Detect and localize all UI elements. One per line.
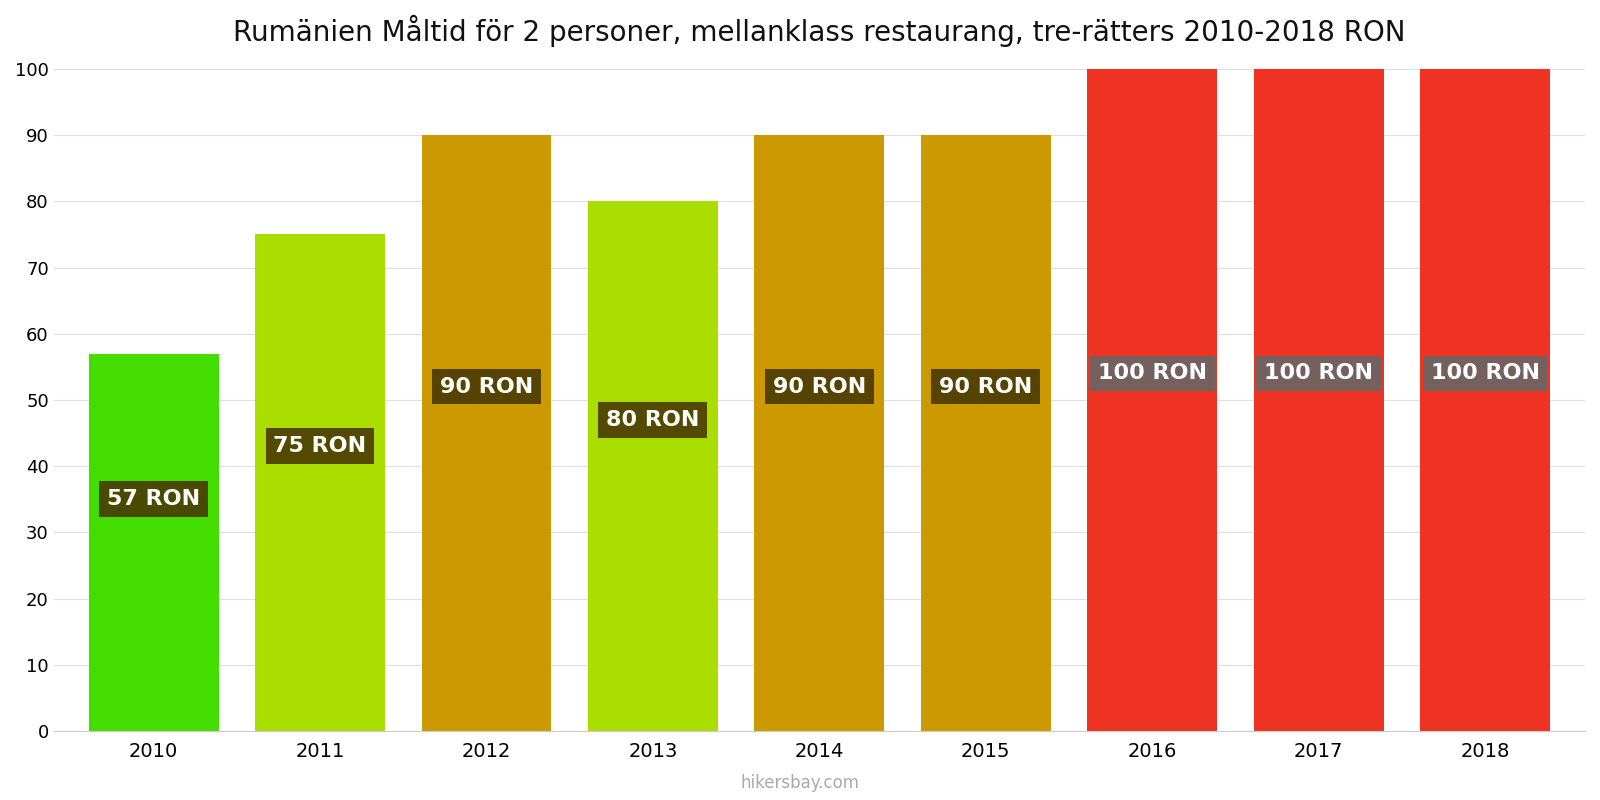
Bar xyxy=(421,135,552,731)
Text: 90 RON: 90 RON xyxy=(773,377,866,397)
Bar xyxy=(922,135,1051,731)
Text: 100 RON: 100 RON xyxy=(1430,363,1539,383)
Text: 100 RON: 100 RON xyxy=(1098,363,1206,383)
Bar xyxy=(88,354,219,731)
Text: 90 RON: 90 RON xyxy=(440,377,533,397)
Title: Rumänien Måltid för 2 personer, mellanklass restaurang, tre-rätters 2010-2018 RO: Rumänien Måltid för 2 personer, mellankl… xyxy=(234,15,1406,47)
Text: 75 RON: 75 RON xyxy=(274,436,366,456)
Bar xyxy=(589,202,718,731)
Text: 80 RON: 80 RON xyxy=(606,410,699,430)
Text: hikersbay.com: hikersbay.com xyxy=(741,774,859,792)
Bar xyxy=(1421,69,1550,731)
Bar xyxy=(1254,69,1384,731)
Text: 57 RON: 57 RON xyxy=(107,490,200,510)
Bar xyxy=(1088,69,1218,731)
Bar xyxy=(755,135,885,731)
Bar xyxy=(254,234,386,731)
Text: 100 RON: 100 RON xyxy=(1264,363,1373,383)
Text: 90 RON: 90 RON xyxy=(939,377,1032,397)
